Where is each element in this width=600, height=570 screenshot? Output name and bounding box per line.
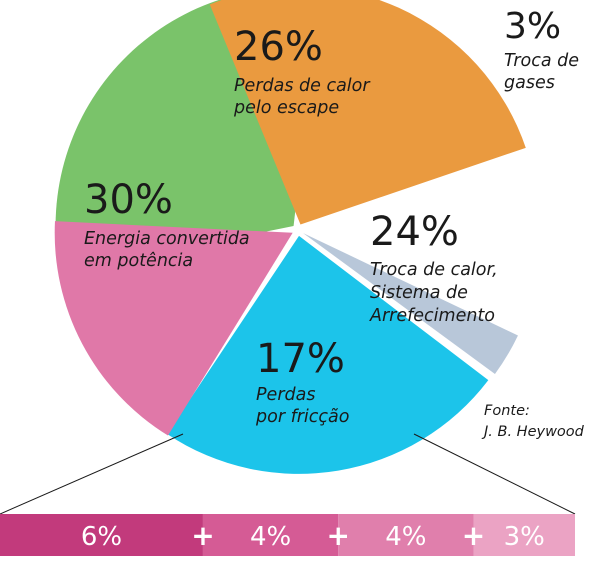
pie-slice-gases — [303, 233, 518, 374]
source-line1: Fonte: — [484, 403, 530, 419]
slice-label-friccao-line2: por fricção — [255, 407, 349, 427]
breakdown-value-3: 4% — [385, 522, 426, 552]
breakdown-value-2: 4% — [250, 522, 291, 552]
pie-slice-escape — [209, 0, 526, 225]
slice-pct-friccao: 17% — [256, 336, 345, 382]
friction-breakdown-bar: 6%Trem de válvulas4%Apóis4%Mancais3%Pist… — [0, 514, 575, 570]
slice-pct-arrefecimento: 24% — [370, 209, 459, 255]
source-note: Fonte: J. B. Heywood — [481, 403, 585, 440]
breakdown-segment-1 — [0, 514, 203, 556]
breakdown-segment-4 — [473, 514, 575, 556]
slice-label-escape-line2: pelo escape — [233, 98, 339, 118]
slice-pct-gases: 3% — [504, 6, 561, 47]
pie-labels: 30% Energia convertida em potência 26% P… — [84, 6, 579, 427]
connector-line-left — [0, 433, 184, 515]
plus-separator-2: + — [327, 519, 350, 552]
slice-label-gases-line2: gases — [504, 73, 555, 93]
breakdown-value-1: 6% — [81, 522, 122, 552]
pie-slices — [54, 0, 526, 474]
slice-label-gases-line1: Troca de — [504, 51, 579, 71]
breakdown-value-4: 3% — [504, 522, 545, 552]
pie-slice-arrefecimento — [166, 235, 489, 474]
breakdown-segment-2 — [202, 514, 339, 556]
source-line2: J. B. Heywood — [481, 424, 585, 440]
plus-separator-3: + — [462, 519, 485, 552]
slice-label-arrefecimento-line3: Arrefecimento — [369, 306, 495, 326]
slice-label-arrefecimento-line1: Troca de calor, — [370, 260, 498, 280]
slice-label-arrefecimento-line2: Sistema de — [370, 283, 468, 303]
slice-label-friccao-line1: Perdas — [256, 385, 315, 405]
slice-label-energia-line1: Energia convertida — [84, 229, 250, 249]
plus-separator-1: + — [191, 519, 214, 552]
slice-label-escape-line1: Perdas de calor — [234, 76, 371, 96]
slice-pct-escape: 26% — [234, 24, 323, 70]
breakdown-segment-3 — [338, 514, 474, 556]
connector-line-right — [413, 433, 576, 515]
breakdown-connectors — [0, 433, 576, 515]
slice-label-energia-line2: em potência — [84, 251, 193, 271]
pie-slice-friccao — [54, 221, 293, 436]
slice-pct-energia: 30% — [84, 177, 173, 223]
